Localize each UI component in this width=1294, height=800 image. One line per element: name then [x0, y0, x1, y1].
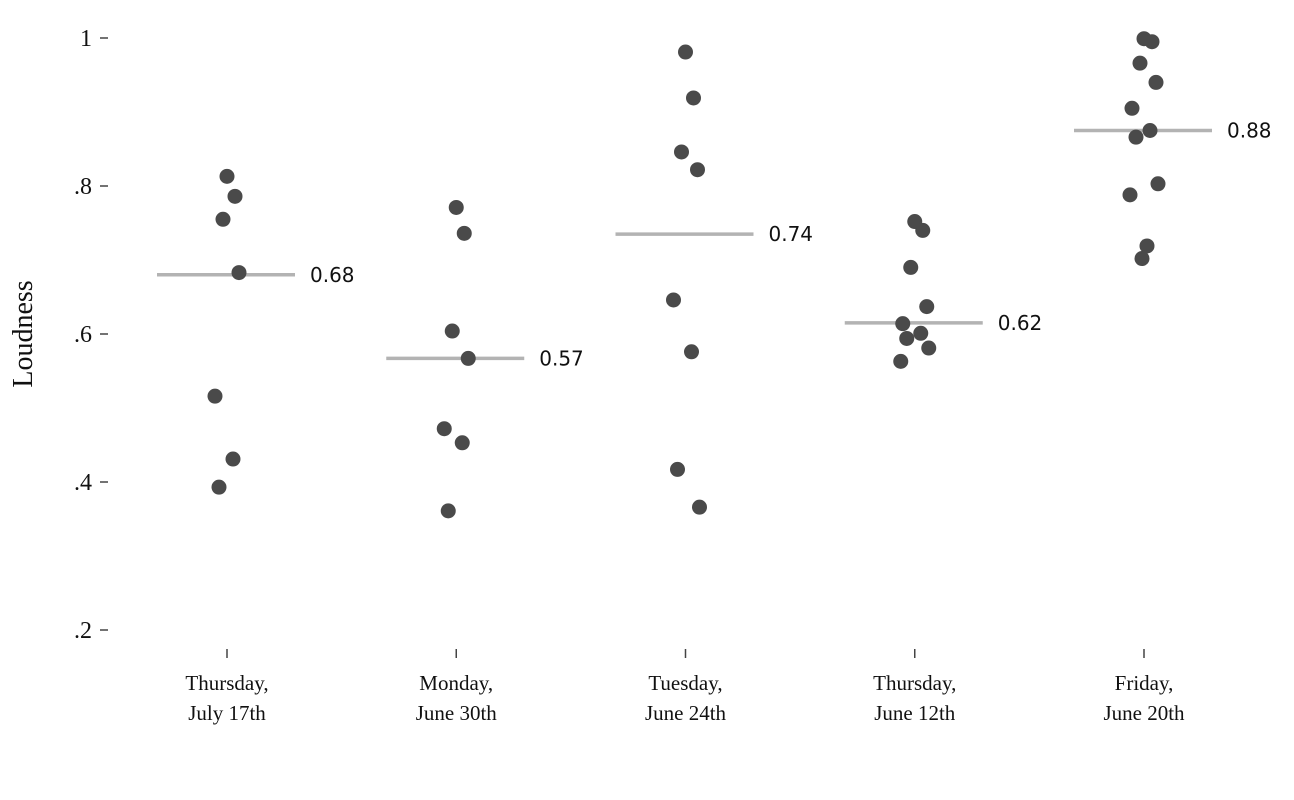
- data-point: [666, 292, 681, 308]
- data-point: [1128, 129, 1144, 145]
- data-point: [456, 225, 472, 241]
- x-tick-label: June 20th: [1103, 701, 1185, 725]
- y-tick-label: .6: [74, 322, 92, 348]
- data-point: [678, 44, 693, 60]
- x-tick-label: Thursday,: [873, 671, 956, 695]
- data-point: [915, 222, 931, 238]
- y-tick-label: 1: [80, 26, 92, 52]
- data-point: [895, 316, 911, 332]
- mean-label: 0.57: [539, 346, 584, 370]
- data-point: [444, 323, 460, 339]
- mean-label: 0.68: [310, 263, 355, 287]
- data-point: [1139, 238, 1155, 254]
- y-axis: .2 .4 .6 .8 1: [74, 26, 108, 644]
- data-point: [1134, 251, 1150, 267]
- mean-label: 0.88: [1227, 119, 1272, 143]
- data-point: [921, 340, 937, 356]
- y-tick-label: .2: [74, 618, 92, 644]
- plot-area: 0.68 0.57 0.74 0.62 0.88: [157, 31, 1272, 519]
- data-point: [913, 325, 929, 341]
- x-tick-label: Friday,: [1115, 671, 1174, 695]
- x-tick-label: July 17th: [188, 701, 266, 725]
- data-point: [674, 144, 689, 160]
- data-point: [670, 461, 685, 477]
- data-point: [436, 421, 452, 437]
- y-tick-label: .4: [74, 470, 92, 496]
- data-point: [227, 188, 243, 204]
- data-point: [231, 265, 247, 281]
- data-point: [686, 90, 701, 106]
- mean-label: 0.74: [769, 222, 814, 246]
- data-point: [690, 162, 705, 178]
- data-point: [225, 451, 241, 467]
- data-point: [215, 211, 231, 227]
- y-tick-label: .8: [74, 174, 92, 200]
- data-point: [454, 435, 470, 451]
- data-point: [440, 503, 456, 519]
- data-point: [460, 350, 476, 366]
- data-point: [903, 259, 919, 275]
- x-axis: Thursday, July 17th Monday, June 30th Tuesda…: [185, 649, 1185, 725]
- data-point: [899, 330, 915, 346]
- data-point: [1148, 74, 1164, 90]
- data-point: [919, 299, 935, 315]
- data-point: [207, 388, 223, 404]
- x-tick-label: Thursday,: [185, 671, 268, 695]
- data-point: [211, 479, 227, 495]
- data-point: [219, 168, 235, 184]
- x-tick-label: Tuesday,: [648, 671, 722, 695]
- data-point: [684, 344, 699, 360]
- data-point: [448, 199, 464, 215]
- data-point: [1132, 55, 1148, 71]
- data-point: [1122, 187, 1138, 203]
- data-point: [1144, 34, 1160, 50]
- x-tick-label: June 30th: [416, 701, 498, 725]
- data-point: [1150, 176, 1166, 192]
- mean-label: 0.62: [998, 311, 1043, 335]
- data-point: [1124, 100, 1140, 116]
- data-point: [893, 353, 909, 369]
- y-axis-label: Loudness: [8, 280, 39, 387]
- x-tick-label: June 24th: [645, 701, 727, 725]
- x-tick-label: Monday,: [419, 671, 493, 695]
- data-point: [1142, 123, 1158, 138]
- x-tick-label: June 12th: [874, 701, 956, 725]
- data-point: [692, 499, 707, 515]
